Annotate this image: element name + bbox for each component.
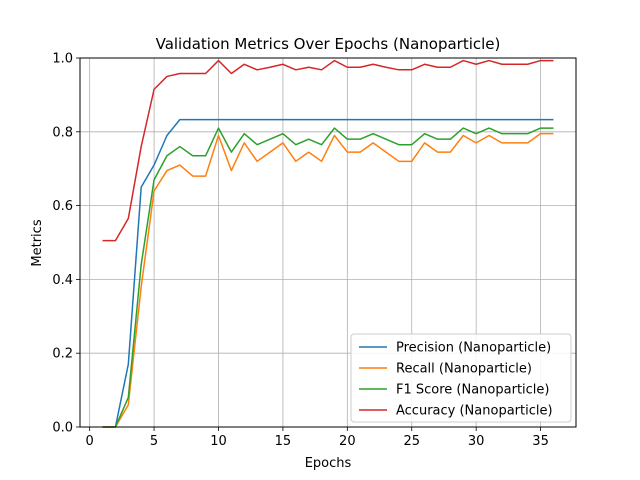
legend-entry: Accuracy (Nanoparticle) (396, 404, 553, 419)
legend: Precision (Nanoparticle) Recall (Nanopart… (350, 333, 572, 423)
y-tick-label: 0.6 (52, 199, 73, 214)
y-tick-label: 1.0 (52, 52, 73, 67)
axis-ticks: 0 5 10 15 20 25 30 35 0.0 0.2 0.4 0.6 0.8 1.0 (52, 52, 549, 450)
series-line-0 (102, 118, 554, 428)
x-tick-label: 0 (86, 434, 94, 449)
series-line-2 (102, 127, 554, 428)
legend-entry: Recall (Nanoparticle) (396, 362, 532, 377)
series-lines (102, 59, 554, 428)
x-tick-label: 10 (210, 434, 227, 449)
series-line-3 (102, 59, 554, 242)
y-tick-label: 0.0 (52, 421, 73, 436)
x-tick-label: 35 (532, 434, 549, 449)
plot-area-frame (79, 57, 577, 428)
x-tick-label: 25 (403, 434, 420, 449)
x-tick-label: 30 (468, 434, 485, 449)
y-tick-label: 0.4 (52, 273, 73, 288)
legend-entry: F1 Score (Nanoparticle) (396, 383, 549, 398)
y-axis-label: Metrics (30, 219, 45, 266)
x-tick-label: 20 (339, 434, 356, 449)
legend-box (350, 333, 572, 423)
y-tick-label: 0.8 (52, 125, 73, 140)
x-axis-label: Epochs (305, 456, 352, 471)
series-line-1 (102, 132, 554, 428)
chart-title: Validation Metrics Over Epochs (Nanopart… (156, 35, 501, 53)
x-tick-label: 5 (150, 434, 158, 449)
legend-entry: Precision (Nanoparticle) (396, 341, 551, 356)
x-tick-label: 15 (275, 434, 292, 449)
y-tick-label: 0.2 (52, 347, 73, 362)
